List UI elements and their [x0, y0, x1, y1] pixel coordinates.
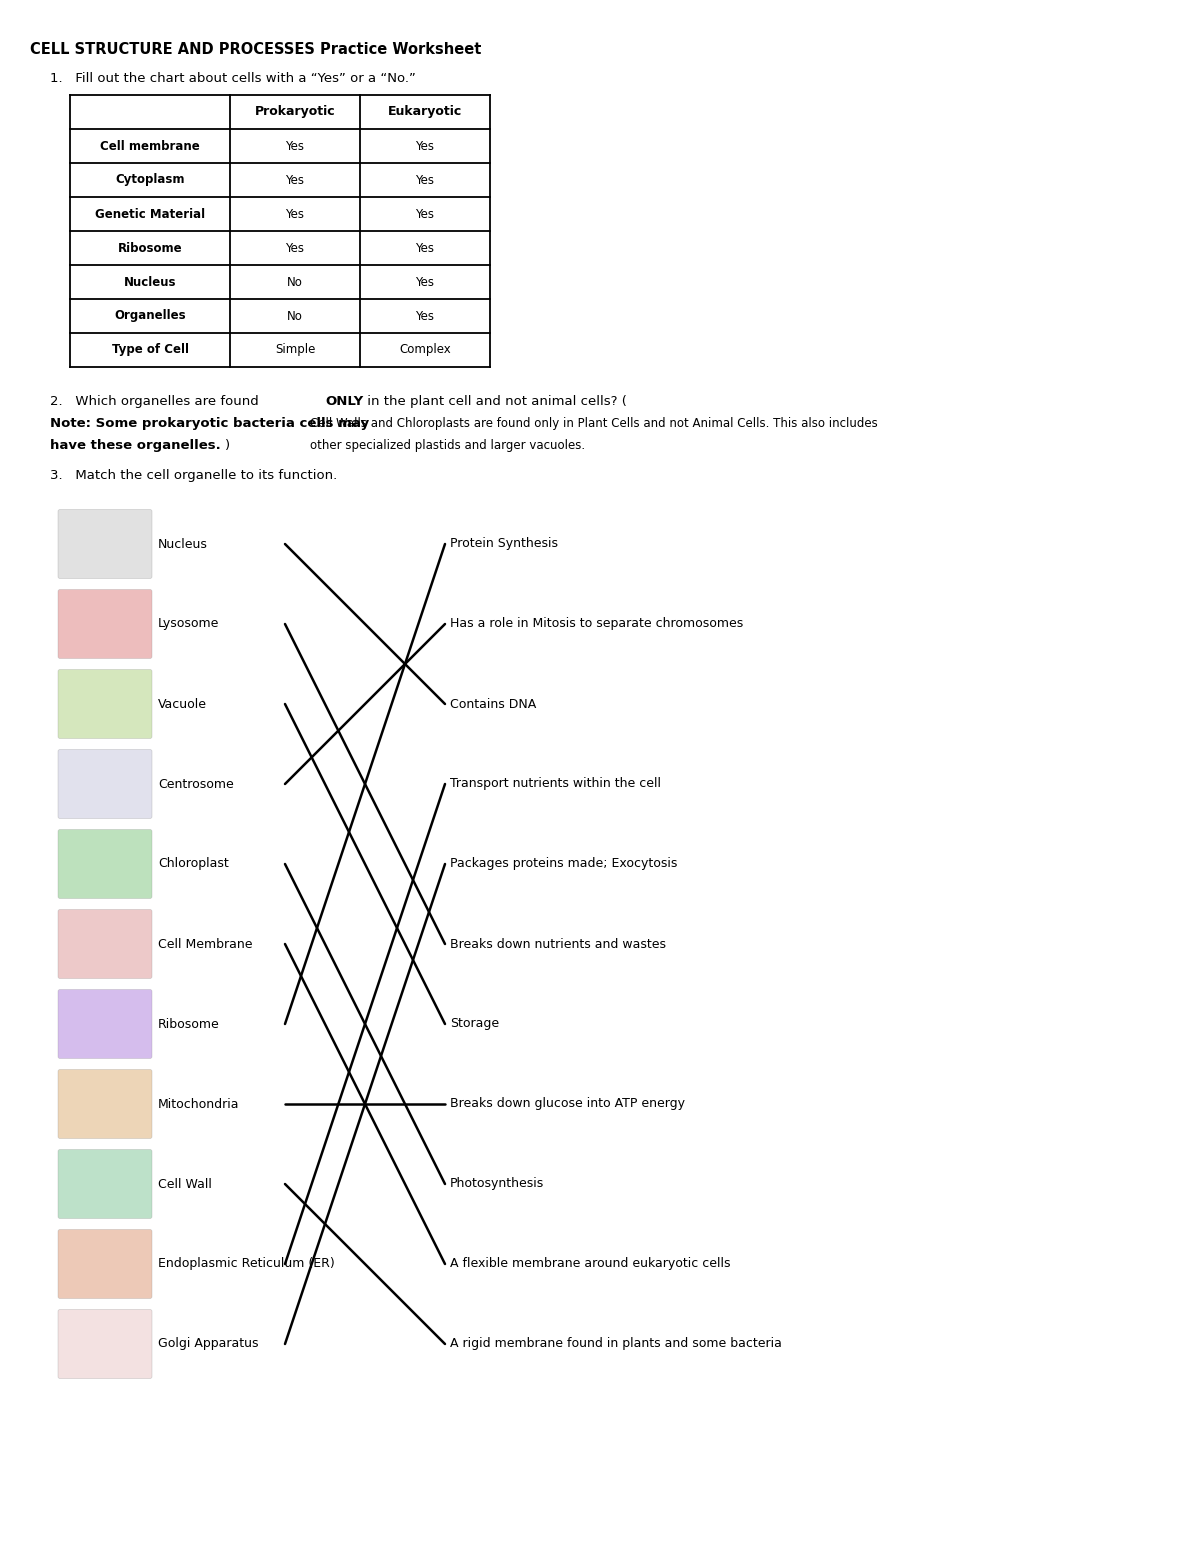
Text: Yes: Yes [415, 140, 434, 152]
FancyBboxPatch shape [58, 910, 152, 978]
Text: Yes: Yes [415, 242, 434, 255]
Text: 2.   Which organelles are found: 2. Which organelles are found [50, 394, 263, 408]
Text: Mitochondria: Mitochondria [158, 1098, 240, 1110]
FancyBboxPatch shape [58, 1230, 152, 1298]
FancyBboxPatch shape [58, 590, 152, 658]
Text: Storage: Storage [450, 1017, 499, 1031]
FancyBboxPatch shape [58, 1149, 152, 1219]
Text: Yes: Yes [415, 309, 434, 323]
Text: Prokaryotic: Prokaryotic [254, 106, 335, 118]
Text: Vacuole: Vacuole [158, 697, 208, 711]
FancyBboxPatch shape [58, 669, 152, 739]
Text: Complex: Complex [400, 343, 451, 357]
Text: Nucleus: Nucleus [158, 537, 208, 550]
Text: ): ) [226, 439, 230, 452]
Text: Cell membrane: Cell membrane [100, 140, 200, 152]
Text: Note: Some prokaryotic bacteria cells may: Note: Some prokaryotic bacteria cells ma… [50, 418, 370, 430]
Text: Yes: Yes [286, 140, 305, 152]
Text: Breaks down nutrients and wastes: Breaks down nutrients and wastes [450, 938, 666, 950]
Text: Cell Wall: Cell Wall [158, 1177, 212, 1191]
Text: A flexible membrane around eukaryotic cells: A flexible membrane around eukaryotic ce… [450, 1258, 731, 1270]
Text: Ribosome: Ribosome [158, 1017, 220, 1031]
Text: Cell Membrane: Cell Membrane [158, 938, 252, 950]
Text: in the plant cell and not animal cells? (: in the plant cell and not animal cells? … [364, 394, 626, 408]
Text: Eukaryotic: Eukaryotic [388, 106, 462, 118]
Text: Yes: Yes [415, 275, 434, 289]
Text: Transport nutrients within the cell: Transport nutrients within the cell [450, 778, 661, 790]
Text: No: No [287, 309, 302, 323]
Text: 3.   Match the cell organelle to its function.: 3. Match the cell organelle to its funct… [50, 469, 337, 481]
Text: Chloroplast: Chloroplast [158, 857, 229, 871]
Text: Cell Walls and Chloroplasts are found only in Plant Cells and not Animal Cells. : Cell Walls and Chloroplasts are found on… [310, 418, 877, 430]
Text: Type of Cell: Type of Cell [112, 343, 188, 357]
Text: Yes: Yes [286, 208, 305, 221]
Text: Simple: Simple [275, 343, 316, 357]
Text: Breaks down glucose into ATP energy: Breaks down glucose into ATP energy [450, 1098, 685, 1110]
Text: Contains DNA: Contains DNA [450, 697, 536, 711]
Text: 1.   Fill out the chart about cells with a “Yes” or a “No.”: 1. Fill out the chart about cells with a… [50, 71, 416, 85]
FancyBboxPatch shape [58, 750, 152, 818]
Text: Yes: Yes [286, 242, 305, 255]
Text: ONLY: ONLY [325, 394, 364, 408]
Text: Organelles: Organelles [114, 309, 186, 323]
Text: Golgi Apparatus: Golgi Apparatus [158, 1337, 258, 1351]
Text: No: No [287, 275, 302, 289]
Text: Yes: Yes [415, 208, 434, 221]
Text: A rigid membrane found in plants and some bacteria: A rigid membrane found in plants and som… [450, 1337, 782, 1351]
Text: Yes: Yes [286, 174, 305, 186]
Text: Nucleus: Nucleus [124, 275, 176, 289]
Text: Has a role in Mitosis to separate chromosomes: Has a role in Mitosis to separate chromo… [450, 618, 743, 631]
FancyBboxPatch shape [58, 509, 152, 579]
Text: other specialized plastids and larger vacuoles.: other specialized plastids and larger va… [310, 439, 586, 452]
Text: Lysosome: Lysosome [158, 618, 220, 631]
Text: Centrosome: Centrosome [158, 778, 234, 790]
Text: Ribosome: Ribosome [118, 242, 182, 255]
FancyBboxPatch shape [58, 1309, 152, 1379]
Text: Protein Synthesis: Protein Synthesis [450, 537, 558, 550]
Text: Photosynthesis: Photosynthesis [450, 1177, 545, 1191]
Text: Genetic Material: Genetic Material [95, 208, 205, 221]
Text: Yes: Yes [415, 174, 434, 186]
Text: Packages proteins made; Exocytosis: Packages proteins made; Exocytosis [450, 857, 677, 871]
Text: Cytoplasm: Cytoplasm [115, 174, 185, 186]
Text: have these organelles.: have these organelles. [50, 439, 221, 452]
FancyBboxPatch shape [58, 829, 152, 899]
Text: CELL STRUCTURE AND PROCESSES Practice Worksheet: CELL STRUCTURE AND PROCESSES Practice Wo… [30, 42, 481, 57]
FancyBboxPatch shape [58, 1070, 152, 1138]
FancyBboxPatch shape [58, 989, 152, 1059]
Text: Endoplasmic Reticulum (ER): Endoplasmic Reticulum (ER) [158, 1258, 335, 1270]
